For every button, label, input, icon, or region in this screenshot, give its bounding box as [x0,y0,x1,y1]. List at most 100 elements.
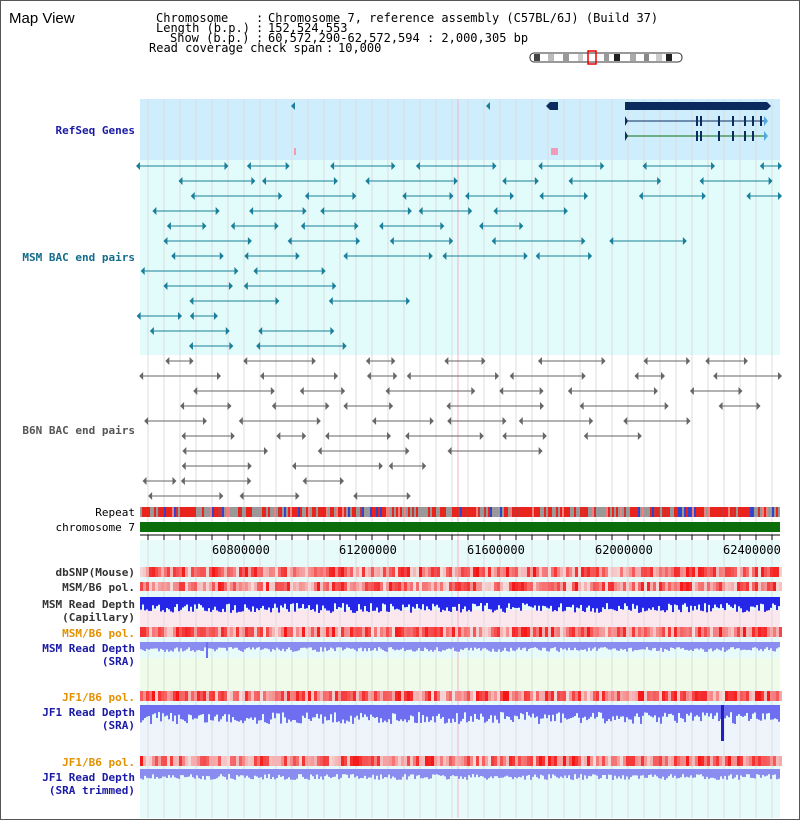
bac-end-pair[interactable] [388,462,427,470]
bac-end-pair[interactable] [642,162,716,170]
bac-end-pair[interactable] [539,192,589,200]
bac-end-pair[interactable] [328,297,411,305]
bac-end-pair[interactable] [181,462,252,470]
bac-end-pair[interactable] [343,252,433,260]
repeat-track[interactable] [142,507,778,517]
bac-end-pair[interactable] [699,177,773,185]
bac-end-pair[interactable] [325,432,392,440]
bac-end-pair[interactable] [568,177,662,185]
bac-end-pair[interactable] [136,162,229,170]
bac-end-pair[interactable] [446,402,545,410]
bac-end-pair[interactable] [230,222,279,230]
bac-end-pair[interactable] [343,402,394,410]
bac-end-pair[interactable] [535,252,593,260]
bac-end-pair[interactable] [502,177,539,185]
bac-end-pair[interactable] [330,162,396,170]
bac-end-pair[interactable] [180,402,232,410]
bac-end-pair[interactable] [189,312,218,320]
bac-end-pair[interactable] [152,207,220,215]
bac-end-pair[interactable] [320,207,412,215]
bac-end-pair[interactable] [189,297,280,305]
bac-end-pair[interactable] [276,432,307,440]
bac-end-pair[interactable] [491,237,586,245]
bac-end-pair[interactable] [689,387,743,395]
bac-end-pair[interactable] [493,207,568,215]
bac-end-pair[interactable] [402,192,454,200]
bac-end-pair[interactable] [643,357,691,365]
bac-end-pair[interactable] [190,192,283,200]
bac-end-pair[interactable] [238,417,321,425]
bac-end-pair[interactable] [244,252,300,260]
bac-end-pair[interactable] [353,492,411,500]
bac-end-pair[interactable] [365,357,396,365]
bac-end-pair[interactable] [136,312,183,320]
bac-end-pair[interactable] [479,222,524,230]
bac-end-pair[interactable] [193,387,275,395]
bac-end-pair[interactable] [713,372,782,380]
bac-end-pair[interactable] [389,237,454,245]
bac-end-pair[interactable] [406,372,500,380]
bac-end-pair[interactable] [163,282,233,290]
depth-tracks[interactable] [140,597,780,780]
bac-end-pair[interactable] [705,357,748,365]
bac-end-pair[interactable] [442,252,528,260]
bac-end-pair[interactable] [634,372,666,380]
bac-end-pair[interactable] [447,417,507,425]
bac-end-pair[interactable] [243,357,316,365]
bac-end-pair[interactable] [623,417,691,425]
b6n-bac-end-pairs[interactable] [139,357,782,500]
bac-end-pair[interactable] [518,417,594,425]
bac-end-pair[interactable] [139,372,222,380]
bac-end-pair[interactable] [718,402,761,410]
bac-end-pair[interactable] [249,207,307,215]
bac-end-pair[interactable] [144,417,207,425]
bac-end-pair[interactable] [253,267,326,275]
bac-end-pair[interactable] [140,267,239,275]
bac-end-pair[interactable] [182,447,268,455]
bac-end-pair[interactable] [379,222,445,230]
bac-end-pair[interactable] [372,417,434,425]
chromosome-ideogram[interactable] [529,50,683,65]
bac-end-pair[interactable] [180,477,252,485]
bac-end-pair[interactable] [304,192,357,200]
bac-end-pair[interactable] [271,402,330,410]
bac-end-pair[interactable] [258,327,335,335]
bac-end-pair[interactable] [759,162,782,170]
heatmap-tracks[interactable] [140,567,782,766]
bac-end-pair[interactable] [444,357,486,365]
bac-end-pair[interactable] [178,177,256,185]
bac-end-pair[interactable] [243,282,337,290]
bac-end-pair[interactable] [509,372,586,380]
bac-end-pair[interactable] [262,177,338,185]
bac-end-pair[interactable] [171,252,224,260]
bac-end-pair[interactable] [583,432,642,440]
bac-end-pair[interactable] [299,387,346,395]
bac-end-pair[interactable] [499,387,544,395]
bac-end-pair[interactable] [181,432,235,440]
bac-end-pair[interactable] [405,432,484,440]
bac-end-pair[interactable] [418,207,473,215]
bac-end-pair[interactable] [609,237,687,245]
bac-end-pair[interactable] [287,237,361,245]
bac-end-pair[interactable] [537,357,606,365]
bac-end-pair[interactable] [142,477,177,485]
bac-end-pair[interactable] [502,432,547,440]
bac-end-pair[interactable] [579,402,669,410]
bac-end-pair[interactable] [385,387,476,395]
bac-end-pair[interactable] [165,357,194,365]
bac-end-pair[interactable] [365,177,458,185]
bac-end-pair[interactable] [239,492,300,500]
bac-end-pair[interactable] [366,372,398,380]
bac-end-pair[interactable] [188,342,234,350]
bac-end-pair[interactable] [291,462,383,470]
bac-end-pair[interactable] [148,492,224,500]
bac-end-pair[interactable] [166,222,207,230]
bac-end-pair[interactable] [567,387,658,395]
bac-end-pair[interactable] [246,162,290,170]
chromosome-bar[interactable] [140,522,780,532]
refseq-genes[interactable] [291,102,771,155]
bac-end-pair[interactable] [638,192,706,200]
bac-end-pair[interactable] [300,222,359,230]
bac-end-pair[interactable] [302,477,344,485]
